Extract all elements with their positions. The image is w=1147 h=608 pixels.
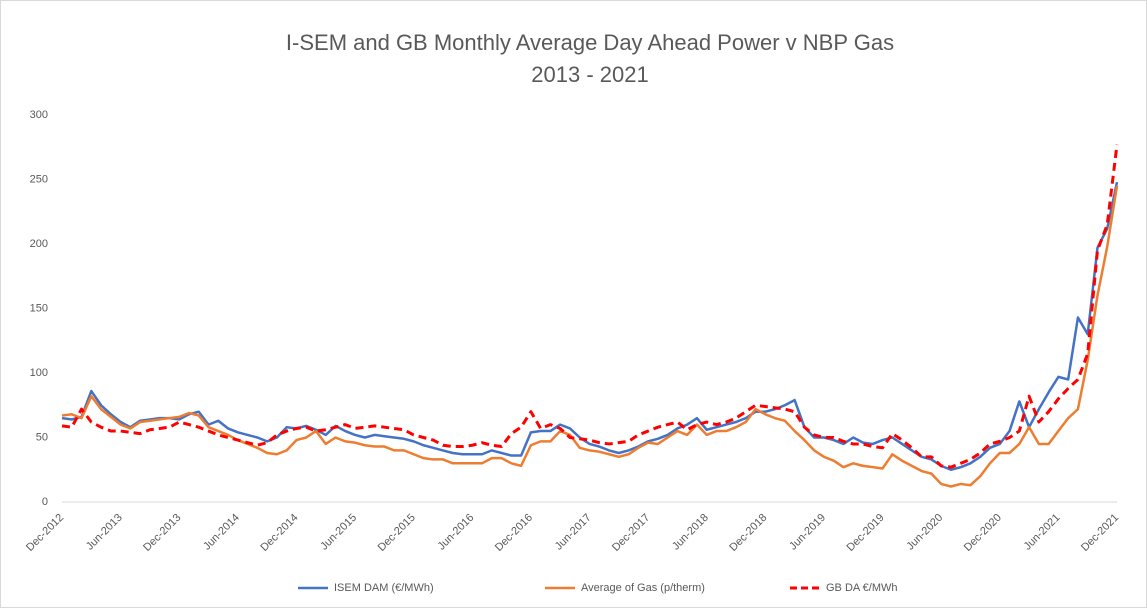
y-tick-label: 0 (42, 496, 48, 508)
y-tick-label: 100 (30, 367, 48, 379)
legend-label: ISEM DAM (€/MWh) (334, 582, 434, 594)
y-tick-label: 50 (36, 431, 48, 443)
y-tick-label: 150 (30, 302, 48, 314)
y-tick-label: 300 (30, 109, 48, 121)
legend-label: Average of Gas (p/therm) (581, 582, 705, 594)
series-line (61, 144, 1119, 469)
y-tick-label: 250 (30, 173, 48, 185)
chart-subtitle: 2013 - 2021 (531, 62, 648, 87)
y-tick-label: 200 (30, 238, 48, 250)
chart-title: I-SEM and GB Monthly Average Day Ahead P… (286, 30, 894, 55)
legend-label: GB DA €/MWh (826, 582, 898, 594)
